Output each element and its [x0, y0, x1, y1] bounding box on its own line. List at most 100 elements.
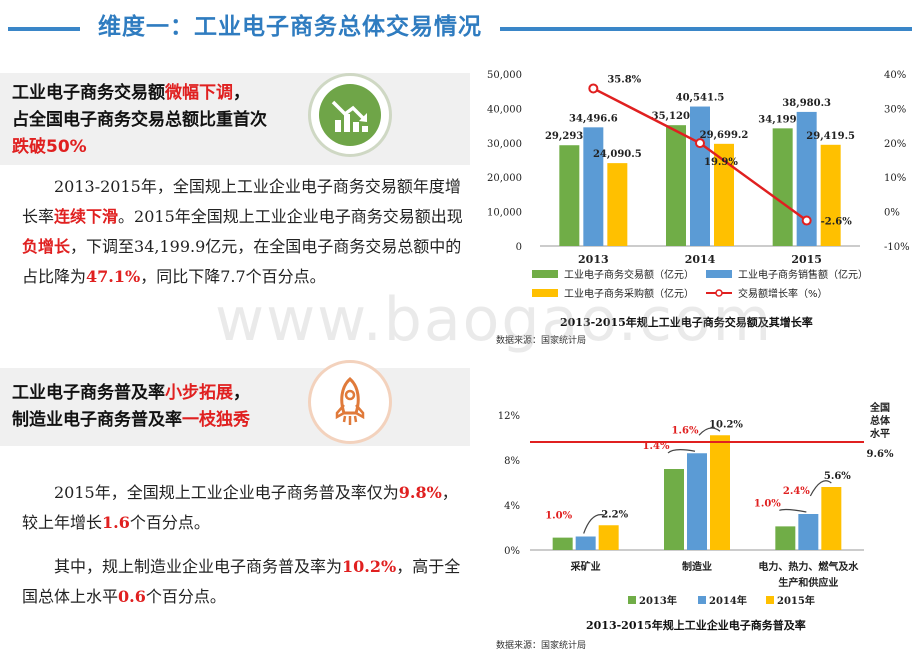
chart1-bar	[796, 111, 817, 246]
section2-badge	[308, 360, 392, 444]
chart1-ytick: 20,000	[487, 173, 522, 184]
chart1-bar-label: 34,496.6	[569, 113, 618, 124]
chart2-increase-arrow	[667, 449, 696, 454]
chart1-bar-label: 29,699.2	[700, 130, 749, 141]
chart1-growth-point	[588, 83, 599, 94]
chart2-increase-arrow	[809, 480, 832, 497]
chart1-xtick: 2014	[685, 253, 716, 266]
s2-a2-hl: 1.6	[102, 513, 130, 532]
s2-b3: 个百分点。	[145, 587, 226, 606]
chart2-reference-value: 9.6%	[867, 449, 894, 460]
s2-b1-hl: 10.2%	[342, 557, 397, 576]
section1-paragraph: 2013-2015年，全国规上工业企业电子商务交易额年度增长率连续下滑。2015…	[22, 172, 472, 292]
chart1-y2tick: 40%	[884, 70, 906, 81]
chart2-ytick: 0%	[504, 546, 520, 557]
chart1-legend-label: 交易额增长率（%）	[738, 287, 828, 300]
s1-p1-hl: 连续下滑	[54, 207, 119, 226]
section1-badge	[308, 73, 392, 157]
chart2-value-label: 10.2%	[709, 419, 743, 430]
chart1-bar	[666, 125, 686, 246]
chart1-legend-label: 工业电子商务销售额（亿元）	[738, 268, 868, 281]
chart1-growth-label: -2.6%	[821, 217, 853, 228]
chart2-xtick: 制造业	[682, 560, 712, 573]
section2-banner-text: 工业电子商务普及率小步拓展， 制造业电子商务普及率一枝独秀	[12, 380, 250, 434]
chart2-reference-label: 总体	[870, 414, 891, 427]
chart1-bar	[559, 145, 580, 246]
s2-b2-hl: 0.6	[118, 587, 146, 606]
chart1-ytick: 40,000	[487, 104, 522, 115]
s2-a1: 2015年，全国规上工业企业电子商务普及率仅为	[54, 483, 399, 502]
chart1-bar	[607, 163, 628, 246]
chart1-ytick: 50,000	[487, 70, 522, 81]
chart1-ytick: 10,000	[487, 208, 522, 219]
chart2-increase-arrow	[698, 427, 721, 436]
chart2-increase-label: 1.0%	[545, 511, 572, 522]
chart2-ytick: 12%	[498, 411, 520, 422]
chart2-increase-label: 1.4%	[643, 441, 670, 452]
chart1-legend-swatch	[532, 289, 558, 297]
chart1-y2tick: -10%	[884, 242, 910, 253]
header-line-right	[500, 27, 912, 31]
chart1-y2tick: 30%	[884, 104, 906, 115]
chart2-legend-swatch	[628, 596, 636, 604]
chart1-y2tick: 20%	[884, 139, 906, 150]
chart1-bar	[583, 127, 604, 246]
chart1-y2tick: 10%	[884, 173, 906, 184]
s2-b2: ，高于全国总体上水平	[22, 557, 461, 606]
chart1-legend-swatch	[706, 270, 732, 278]
chart2-bar	[575, 536, 596, 550]
chart1-ytick: 0	[516, 242, 522, 253]
chart2-ytick: 8%	[504, 456, 520, 467]
chart2-xtick: 采矿业	[570, 560, 601, 573]
page-title: 维度一：工业电子商务总体交易情况	[98, 14, 482, 40]
chart2-reference-label: 水平	[869, 427, 890, 440]
chart2-ytick: 4%	[504, 501, 520, 512]
banner1-line2: 占全国电子商务交易总额比重首次	[12, 110, 267, 130]
s1-p3-hl: 47.1%	[86, 267, 141, 286]
chart1-growth-label: 19.9%	[704, 157, 738, 168]
banner2-line2: 制造业电子商务普及率	[12, 410, 182, 430]
chart1-title: 2013-2015年规上工业电子商务交易额及其增长率	[560, 316, 813, 329]
s1-p2: 。2015年全国规上工业企业电子商务交易额出现	[118, 207, 463, 226]
chart1-bar	[714, 143, 734, 246]
s1-p1: 2013-2015年，全国规上工业企业电子商务交易额年度增长率	[22, 177, 461, 226]
chart2-increase-label: 1.6%	[672, 425, 699, 436]
s1-p3: ，下调至34,199.9亿元，在全国电子商务交易总额中的占比降为	[22, 237, 462, 286]
chart2-legend-swatch	[766, 596, 774, 604]
chart2-xtick: 电力、热力、燃气及水	[758, 560, 859, 573]
s2-b1: 其中，规上制造业企业电子商务普及率为	[54, 557, 343, 576]
s2-a2: ，较上年增长	[22, 483, 458, 532]
banner1-line1: 工业电子商务交易额	[12, 83, 165, 103]
chart1-legend-marker	[715, 289, 723, 297]
chart2-xtick: 生产和供应业	[778, 576, 838, 589]
chart1-source: 数据来源：国家统计局	[496, 336, 587, 346]
chart1-bar-label: 40,541.5	[676, 93, 725, 104]
banner1-line1-end: ，	[233, 83, 250, 103]
chart1-growth-point	[695, 138, 705, 149]
chart1-ytick: 30,000	[487, 139, 522, 150]
chart1-bar	[690, 106, 710, 247]
section1-banner-text: 工业电子商务交易额微幅下调， 占全国电子商务交易总额比重首次 跌破50%	[12, 80, 267, 161]
chart2-value-label: 2.2%	[601, 509, 628, 520]
chart2-reference-label: 全国	[869, 401, 890, 414]
banner2-line1-end: ，	[233, 383, 250, 403]
chart2-bar	[664, 469, 684, 550]
chart1-bar-label: 38,980.3	[782, 98, 831, 109]
chart2-bar	[598, 525, 619, 550]
banner1-line3: 跌破50%	[12, 137, 87, 157]
chart1-bar-label: 29,419.5	[806, 131, 855, 142]
chart1: 0 10,000 20,000 30,000 40,000 50,000 -10% 0% 10%…	[487, 70, 910, 300]
chart1-bar-label: 35,120.4	[652, 111, 701, 122]
section2-paragraph-b: 其中，规上制造业企业电子商务普及率为10.2%，高于全国总体上水平0.6个百分点…	[22, 552, 472, 612]
chart2-bar	[687, 453, 707, 550]
chart2-bar	[798, 514, 819, 550]
chart2-legend-label: 2013年	[639, 594, 677, 607]
chart1-bar	[772, 128, 793, 246]
chart2-increase-label: 2.4%	[783, 486, 810, 497]
chart1-bar-label: 34,199.9	[758, 114, 807, 125]
section2-paragraph-a: 2015年，全国规上工业企业电子商务普及率仅为9.8%，较上年增长1.6个百分点…	[22, 478, 472, 538]
chart1-bar-label: 29,293.6	[545, 131, 594, 142]
banner1-line1-red: 微幅下调	[165, 83, 233, 103]
s2-a3: 个百分点。	[129, 513, 210, 532]
header-line-left	[8, 27, 80, 31]
